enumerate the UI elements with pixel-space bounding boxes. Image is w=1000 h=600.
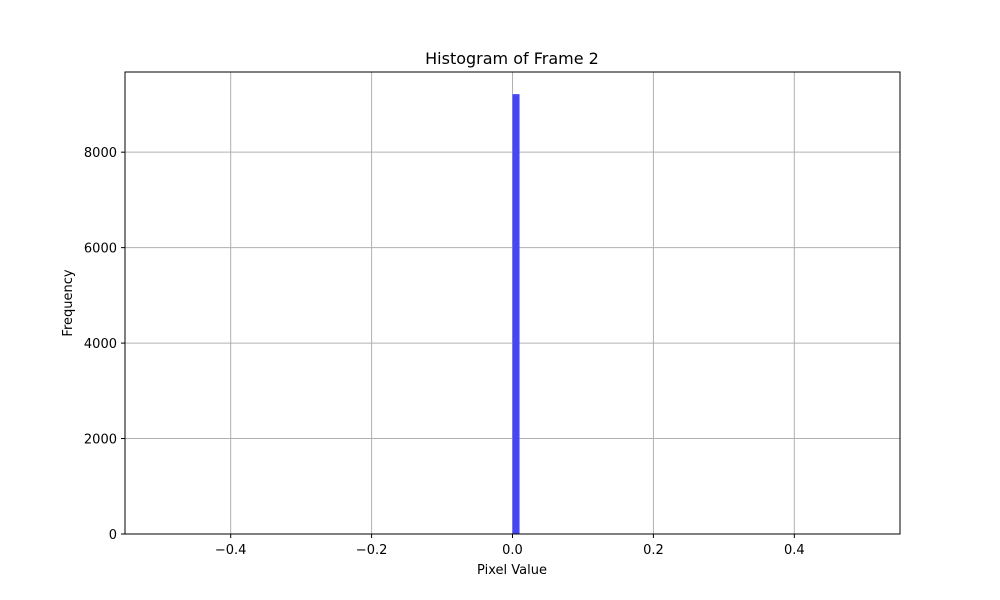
x-axis-label: Pixel Value: [477, 563, 547, 578]
y-tick-label: 0: [109, 528, 117, 543]
x-tick-label: 0.4: [784, 543, 805, 558]
plot-frame: [124, 71, 901, 535]
chart-title: Histogram of Frame 2: [425, 49, 599, 68]
histogram-bar: [512, 94, 520, 535]
y-tick-label: 2000: [84, 433, 117, 448]
x-tick-label: 0.0: [502, 543, 523, 558]
bars: [512, 94, 520, 535]
x-tick-label: −0.4: [215, 543, 247, 558]
y-tick-label: 6000: [84, 242, 117, 257]
y-tick-label: 8000: [84, 146, 117, 161]
y-axis-label: Frequency: [61, 269, 76, 336]
x-tick-label: −0.2: [356, 543, 388, 558]
y-tick-label: 4000: [84, 337, 117, 352]
x-tick-label: 0.2: [643, 543, 664, 558]
axis-ticks: −0.4 −0.2 0.0 0.2 0.4 0 2000 4000 6000 8000: [84, 146, 805, 558]
